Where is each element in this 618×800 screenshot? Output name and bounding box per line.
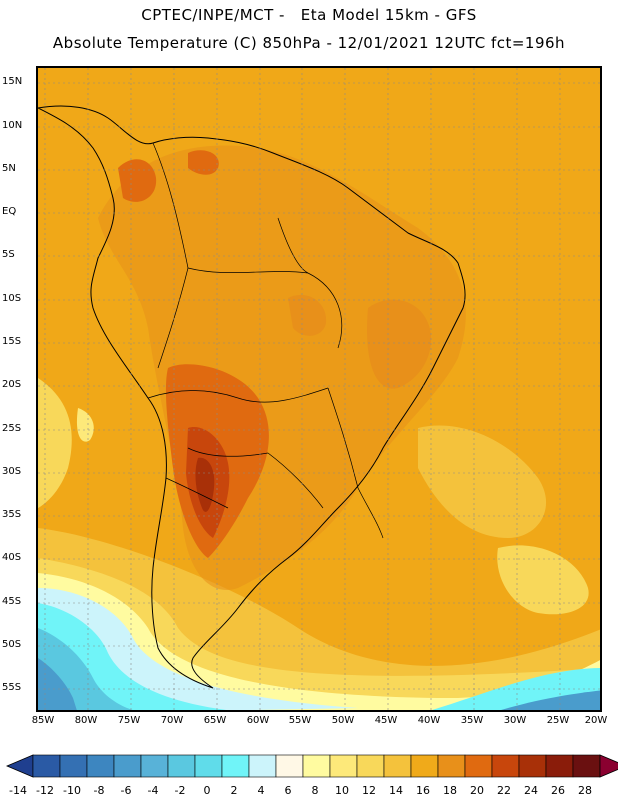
colorbar-tick-label: -4 [147,784,159,797]
lon-label: 85W [31,715,55,726]
colorbar-swatch [464,754,493,778]
lat-label: 5S [2,249,15,260]
colorbar-tick-label: 18 [443,784,457,797]
lat-label: 50S [2,639,22,650]
lat-label: 20S [2,379,22,390]
colorbar-swatch [275,754,304,778]
colorbar-swatch [437,754,466,778]
colorbar-tick-label: -10 [63,784,81,797]
lat-lon-grid [38,68,600,710]
lon-label: 45W [374,715,398,726]
lat-label: 5N [2,163,16,174]
colorbar-tick-label: 2 [230,784,238,797]
country-borders [147,142,384,539]
map-canvas [38,68,600,710]
colorbar-overflow-arrow [599,754,618,778]
colorbar-swatch [491,754,520,778]
temperature-map [36,66,602,712]
colorbar-tick-label: 22 [497,784,511,797]
colorbar [5,754,618,778]
lon-label: 80W [74,715,98,726]
colorbar-swatch [32,754,61,778]
lon-label: 55W [288,715,312,726]
lon-label: 40W [417,715,441,726]
colorbar-tick-label: 6 [284,784,292,797]
colorbar-swatch [221,754,250,778]
lon-label: 35W [460,715,484,726]
lon-label: 30W [503,715,527,726]
lat-label: 40S [2,552,22,563]
colorbar-swatch [572,754,601,778]
lat-label: 55S [2,682,22,693]
lon-label: 20W [584,715,608,726]
lat-label: 10S [2,293,22,304]
colorbar-tick-label: 4 [257,784,265,797]
lat-label: EQ [2,206,17,217]
lat-label: 15N [2,76,23,87]
colorbar-tick-label: 10 [335,784,349,797]
colorbar-swatch [113,754,142,778]
colorbar-swatch [86,754,115,778]
map-subtitle: Absolute Temperature (C) 850hPa - 12/01/… [52,34,566,52]
lat-label: 30S [2,466,22,477]
colorbar-tick-label: -2 [174,784,186,797]
colorbar-swatch [302,754,331,778]
lon-label: 60W [246,715,270,726]
lon-label: 70W [160,715,184,726]
lon-label: 75W [117,715,141,726]
colorbar-tick-label: 16 [416,784,430,797]
colorbar-swatch [59,754,88,778]
colorbar-swatch [194,754,223,778]
colorbar-tick-label: -14 [9,784,27,797]
lon-label: 65W [203,715,227,726]
colorbar-underflow-arrow [5,754,34,778]
lat-label: 10N [2,120,23,131]
colorbar-tick-label: 28 [578,784,592,797]
colorbar-tick-label: 14 [389,784,403,797]
lat-label: 45S [2,596,22,607]
lat-label: 25S [2,423,22,434]
colorbar-tick-label: 20 [470,784,484,797]
map-title: CPTEC/INPE/MCT - Eta Model 15km - GFS [141,6,477,24]
colorbar-swatch [518,754,547,778]
colorbar-tick-label: -6 [120,784,132,797]
colorbar-swatch [545,754,574,778]
colorbar-swatch [248,754,277,778]
colorbar-swatch [410,754,439,778]
colorbar-swatch [329,754,358,778]
colorbar-tick-label: -8 [93,784,105,797]
colorbar-tick-label: 26 [551,784,565,797]
colorbar-tick-label: -12 [36,784,54,797]
lon-label: 25W [546,715,570,726]
colorbar-swatch [140,754,169,778]
colorbar-tick-label: 0 [203,784,211,797]
coastline [38,105,466,689]
lat-label: 35S [2,509,22,520]
colorbar-tick-label: 12 [362,784,376,797]
colorbar-tick-label: 24 [524,784,538,797]
colorbar-swatch [383,754,412,778]
colorbar-swatch [356,754,385,778]
colorbar-swatch [167,754,196,778]
colorbar-tick-label: 8 [311,784,319,797]
lon-label: 50W [331,715,355,726]
lat-label: 15S [2,336,22,347]
